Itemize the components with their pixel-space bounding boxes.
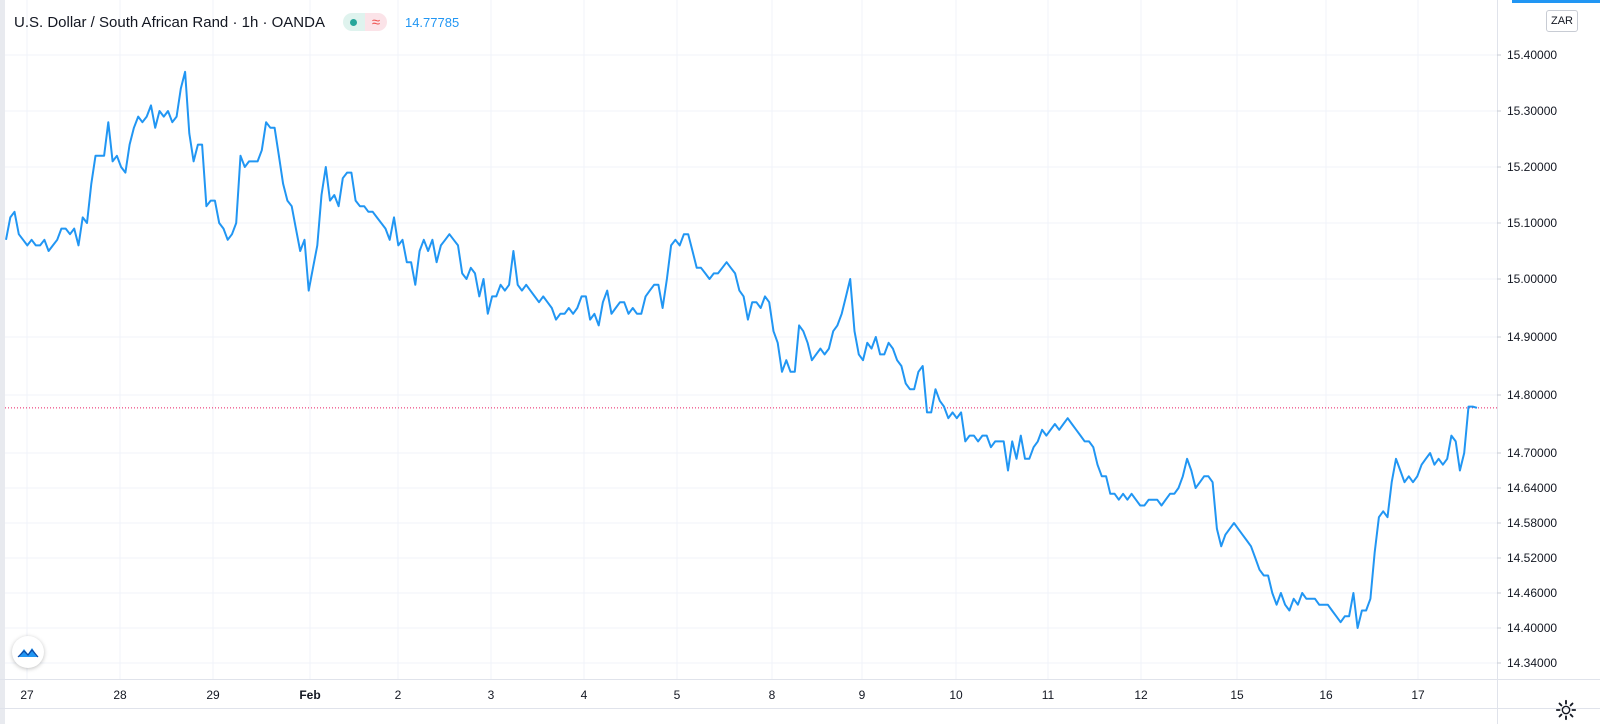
y-tick-label: 14.70000 [1507,446,1557,460]
y-tick-label: 15.30000 [1507,104,1557,118]
market-open-dot-icon [350,18,358,26]
active-tab-indicator [1512,0,1600,3]
currency-button[interactable]: ZAR [1546,10,1578,32]
y-tick-label: 14.52000 [1507,551,1557,565]
x-tick-label: 8 [769,688,776,702]
grid [5,0,1497,679]
x-tick-label: Feb [299,688,320,702]
gear-icon[interactable] [1555,699,1577,721]
y-tick-label: 14.34000 [1507,656,1557,670]
y-tick-label: 14.46000 [1507,586,1557,600]
x-tick-label: 11 [1042,688,1055,702]
y-tick-label: 14.64000 [1507,481,1557,495]
status-pill: ≈ [342,13,387,31]
y-tick-label: 14.90000 [1507,330,1557,344]
left-toolbar-strip [0,0,5,724]
price-series-line [5,70,1478,629]
y-tick-label: 15.20000 [1507,160,1557,174]
x-tick-label: 4 [581,688,588,702]
approx-icon: ≈ [364,13,387,31]
x-tick-label: 29 [206,688,220,702]
y-tick-label: 14.40000 [1507,621,1557,635]
x-tick-label: 5 [674,688,681,702]
tradingview-logo-icon[interactable] [12,636,44,668]
y-tick-label: 15.40000 [1507,48,1557,62]
x-tick-label: 12 [1134,688,1148,702]
x-tick-label: 2 [395,688,402,702]
x-tick-label: 27 [20,688,34,702]
x-tick-label: 3 [488,688,495,702]
x-tick-label: 28 [113,688,127,702]
x-tick-label: 15 [1230,688,1244,702]
y-tick-label: 15.10000 [1507,216,1557,230]
y-tick-label: 14.80000 [1507,388,1557,402]
symbol-title[interactable]: U.S. Dollar / South African Rand · 1h · … [14,13,325,31]
y-tick-label: 14.58000 [1507,516,1557,530]
chart-legend: U.S. Dollar / South African Rand · 1h · … [14,10,459,34]
x-tick-label: 10 [949,688,963,702]
x-tick-label: 9 [859,688,866,702]
x-tick-label: 16 [1319,688,1333,702]
y-tick-label: 15.00000 [1507,272,1557,286]
last-price-value: 14.77785 [404,14,460,30]
x-tick-label: 17 [1411,688,1425,702]
